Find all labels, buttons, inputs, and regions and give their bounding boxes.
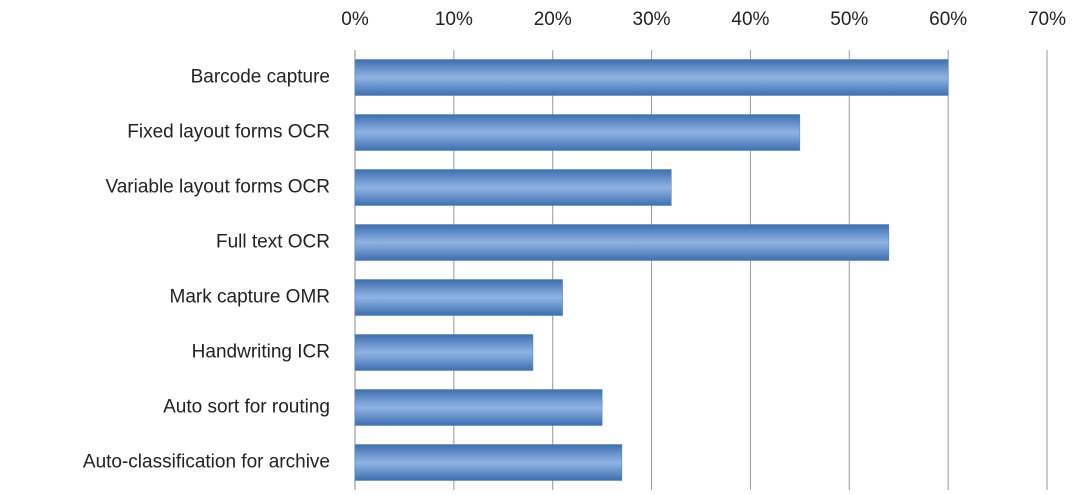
y-tick-label: Full text OCR — [216, 232, 330, 253]
x-tick-label: 30% — [633, 9, 671, 30]
x-tick-label: 0% — [341, 9, 369, 30]
bar — [354, 59, 949, 96]
bar — [354, 114, 801, 151]
y-tick-label: Mark capture OMR — [170, 287, 330, 308]
bar — [354, 334, 534, 371]
x-tick-label: 20% — [534, 9, 572, 30]
y-tick-label: Variable layout forms OCR — [105, 177, 330, 198]
bar — [354, 279, 563, 316]
x-tick-label: 40% — [731, 9, 769, 30]
bar — [354, 169, 672, 206]
bar — [354, 444, 623, 481]
y-tick-label: Auto sort for routing — [163, 397, 330, 418]
x-tick-label: 70% — [1028, 9, 1066, 30]
x-tick-label: 60% — [929, 9, 967, 30]
bar — [354, 224, 890, 261]
y-tick-label: Barcode capture — [191, 67, 330, 88]
x-tick-label: 50% — [830, 9, 868, 30]
x-tick-label: 10% — [435, 9, 473, 30]
y-tick-label: Auto-classification for archive — [83, 452, 330, 473]
y-tick-label: Handwriting ICR — [192, 342, 330, 363]
y-tick-label: Fixed layout forms OCR — [127, 122, 330, 143]
bar — [354, 389, 603, 426]
